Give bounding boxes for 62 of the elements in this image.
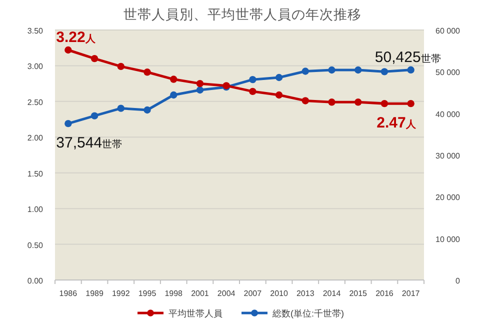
point [275, 91, 283, 99]
y2-tick-label: 50 000 [436, 68, 461, 78]
y2-tick-label: 30 000 [436, 152, 461, 160]
point [302, 68, 309, 75]
annotation: 50,425世帯 [374, 49, 441, 66]
x-tick-label: 1998 [164, 289, 184, 298]
annotation: 3.22人 [56, 29, 96, 46]
x-tick-label: 1989 [86, 289, 104, 298]
point [249, 76, 256, 84]
y-tick-label: 1.50 [27, 169, 44, 178]
point [170, 91, 178, 99]
point [144, 68, 151, 76]
point [328, 98, 336, 106]
x-tick-label: 2001 [191, 289, 210, 298]
chart-title: 世帯人員別、平均世帯人員の年次推移 [124, 7, 362, 22]
point [407, 100, 414, 108]
x-tick-label: 2013 [296, 289, 315, 298]
point [328, 66, 336, 74]
x-tick-label: 2016 [376, 289, 394, 298]
y2-tick-label: 0 [456, 276, 461, 286]
x-tick-label: 2015 [349, 289, 368, 298]
y-tick-label: 3.50 [27, 26, 44, 36]
x-tick-label: 1995 [138, 289, 157, 298]
x-tick-label: 2014 [322, 289, 342, 298]
point [64, 46, 72, 54]
point [302, 97, 309, 104]
x-tick-label: 2017 [402, 289, 420, 298]
point [354, 98, 362, 106]
y-tick-label: 0.50 [27, 240, 44, 250]
point [354, 66, 362, 74]
point [170, 76, 178, 83]
point [380, 68, 388, 76]
point [90, 54, 98, 62]
point [144, 106, 151, 114]
annotation: 2.47人 [376, 114, 417, 132]
annotation: 37,544世帯 [56, 134, 122, 152]
y-tick-label: 2.50 [27, 98, 44, 107]
point [64, 120, 72, 128]
point [380, 100, 388, 108]
x-tick-label: 2004 [217, 289, 236, 298]
point [117, 62, 124, 70]
x-tick-label: 1986 [59, 289, 78, 298]
legend-label: 総数(単位:千世帯) [272, 308, 344, 318]
x-tick-label: 2010 [270, 289, 288, 298]
point [117, 104, 124, 112]
y-tick-label: 3.00 [27, 62, 44, 72]
y-tick-label: 0.00 [27, 276, 44, 286]
point [196, 86, 204, 94]
point [249, 88, 256, 96]
x-tick-label: 1992 [112, 289, 130, 298]
y2-tick-label: 40 000 [436, 110, 461, 119]
point [407, 66, 414, 74]
y2-tick-label: 10 000 [436, 234, 461, 244]
legend-label: 平均世帯人員 [168, 308, 222, 318]
point [196, 80, 204, 88]
y2-tick-label: 60 000 [436, 26, 461, 36]
y2-tick-label: 20 000 [436, 193, 461, 202]
x-tick-label: 2007 [244, 289, 262, 298]
point [90, 112, 98, 120]
y-tick-label: 2.00 [27, 134, 44, 143]
point [275, 74, 283, 82]
y-tick-label: 1.00 [27, 205, 44, 214]
